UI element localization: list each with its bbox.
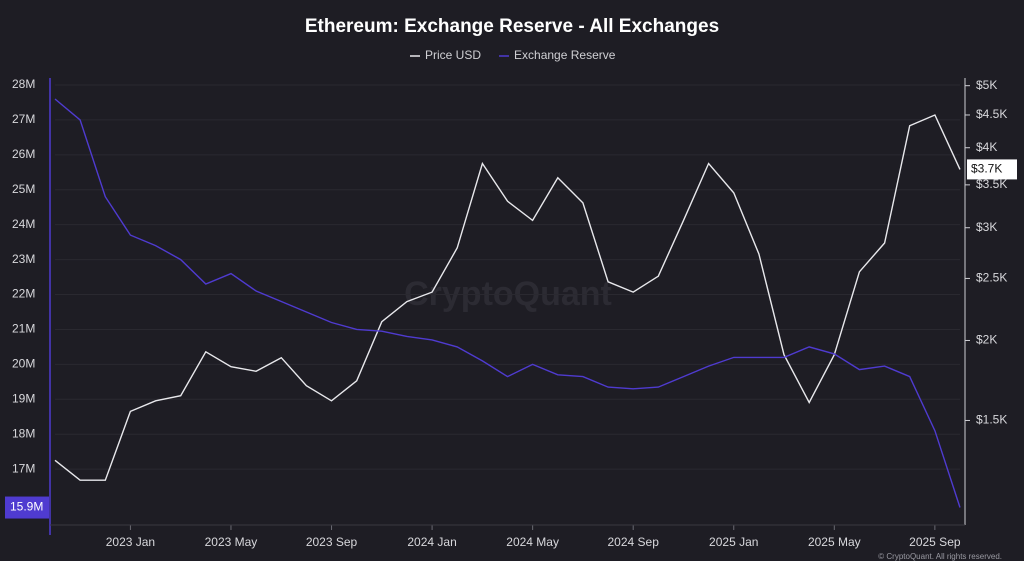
y-tick-label: 25M <box>12 182 35 196</box>
y2-tick-label: $3K <box>976 220 997 234</box>
x-tick-label: 2025 Jan <box>709 535 758 549</box>
y2-tick-label: $3.5K <box>976 177 1007 191</box>
x-tick-label: 2024 Sep <box>607 535 659 549</box>
x-tick-label: 2023 Sep <box>306 535 358 549</box>
y2-tick-label: $2.5K <box>976 271 1007 285</box>
y-tick-label: 24M <box>12 217 35 231</box>
y-tick-label: 28M <box>12 77 35 91</box>
x-tick-label: 2023 Jan <box>106 535 155 549</box>
x-tick-label: 2024 May <box>506 535 559 549</box>
y-tick-label: 21M <box>12 322 35 336</box>
x-tick-label: 2023 May <box>205 535 258 549</box>
x-tick-label: 2025 May <box>808 535 861 549</box>
y2-tick-label: $4.5K <box>976 107 1007 121</box>
y-tick-label: 26M <box>12 147 35 161</box>
legend-label: Price USD <box>425 48 481 62</box>
y-tick-label: 20M <box>12 357 35 371</box>
y2-tick-label: $5K <box>976 78 997 92</box>
last-value-box <box>5 496 49 519</box>
chart-title: Ethereum: Exchange Reserve - All Exchang… <box>305 16 719 37</box>
last-value-label: $3.7K <box>971 162 1002 176</box>
series-line <box>54 98 961 508</box>
y-tick-label: 27M <box>12 112 35 126</box>
x-tick-label: 2024 Jan <box>407 535 456 549</box>
legend-label: Exchange Reserve <box>514 48 616 62</box>
copyright: © CryptoQuant. All rights reserved. <box>878 552 1002 561</box>
series-line <box>54 114 961 481</box>
y-tick-label: 23M <box>12 252 35 266</box>
y-tick-label: 18M <box>12 426 35 440</box>
watermark: CryptoQuant <box>404 275 612 313</box>
y-tick-label: 17M <box>12 461 35 475</box>
y2-tick-label: $1.5K <box>976 413 1007 427</box>
y-tick-label: 22M <box>12 287 35 301</box>
last-value-label: 15.9M <box>10 500 43 514</box>
y-tick-label: 19M <box>12 391 35 405</box>
y2-tick-label: $4K <box>976 140 997 154</box>
last-value-box <box>967 159 1017 180</box>
x-tick-label: 2025 Sep <box>909 535 961 549</box>
y2-tick-label: $2K <box>976 333 997 347</box>
